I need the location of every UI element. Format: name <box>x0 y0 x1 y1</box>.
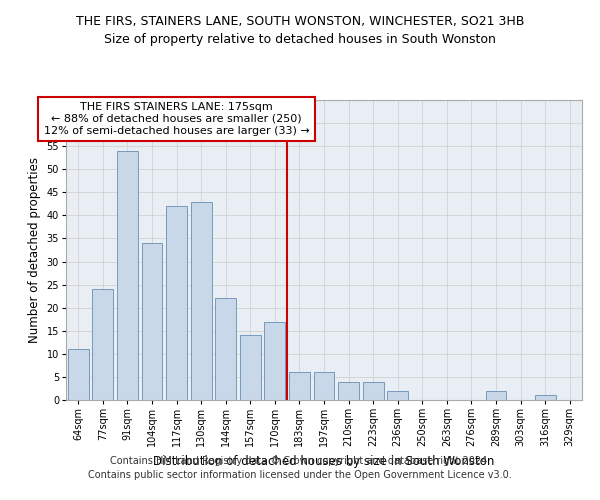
Bar <box>314 372 334 400</box>
Bar <box>240 336 261 400</box>
Bar <box>215 298 236 400</box>
X-axis label: Distribution of detached houses by size in South Wonston: Distribution of detached houses by size … <box>154 454 494 468</box>
Y-axis label: Number of detached properties: Number of detached properties <box>28 157 41 343</box>
Bar <box>387 391 408 400</box>
Text: Size of property relative to detached houses in South Wonston: Size of property relative to detached ho… <box>104 32 496 46</box>
Bar <box>191 202 212 400</box>
Bar <box>142 243 163 400</box>
Bar <box>535 396 556 400</box>
Bar <box>92 289 113 400</box>
Text: Contains HM Land Registry data © Crown copyright and database right 2024.
Contai: Contains HM Land Registry data © Crown c… <box>88 456 512 480</box>
Bar <box>166 206 187 400</box>
Bar <box>289 372 310 400</box>
Text: THE FIRS STAINERS LANE: 175sqm
← 88% of detached houses are smaller (250)
12% of: THE FIRS STAINERS LANE: 175sqm ← 88% of … <box>44 102 310 136</box>
Bar <box>117 151 138 400</box>
Bar <box>485 391 506 400</box>
Bar <box>68 349 89 400</box>
Bar <box>338 382 359 400</box>
Text: THE FIRS, STAINERS LANE, SOUTH WONSTON, WINCHESTER, SO21 3HB: THE FIRS, STAINERS LANE, SOUTH WONSTON, … <box>76 15 524 28</box>
Bar <box>265 322 286 400</box>
Bar <box>362 382 383 400</box>
